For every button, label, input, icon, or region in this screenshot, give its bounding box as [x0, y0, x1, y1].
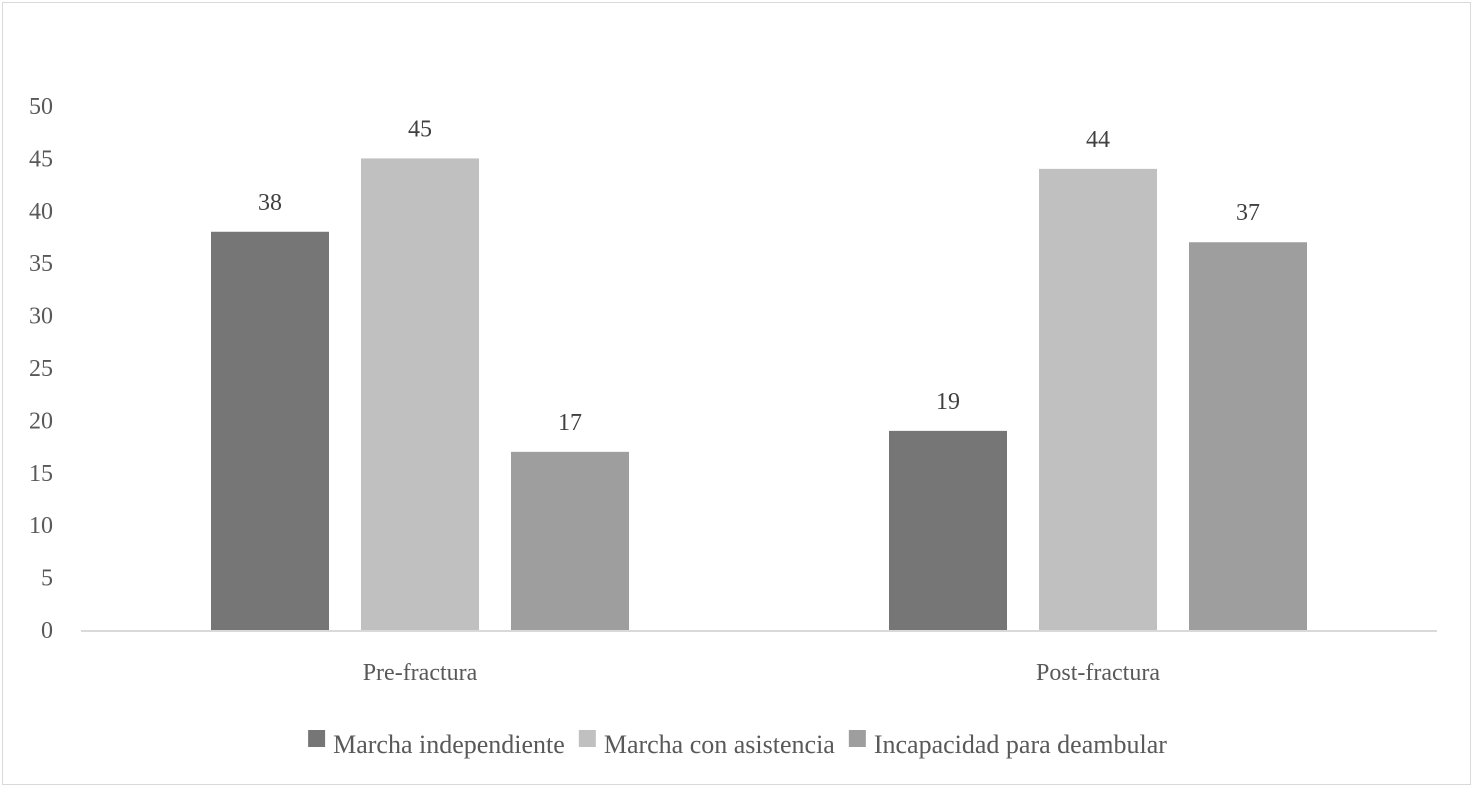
y-tick-label: 20 [29, 408, 53, 434]
bar [1039, 168, 1157, 630]
y-tick-label: 45 [29, 146, 53, 172]
y-axis-ticks: 0 5 10 15 20 25 30 35 40 45 50 [29, 94, 53, 644]
legend-swatch [848, 730, 866, 747]
legend-label: Marcha con asistencia [604, 730, 835, 759]
bar [211, 231, 329, 630]
x-category-label: Pre-fractura [363, 660, 478, 686]
legend-item: Marcha independiente [308, 730, 565, 759]
bar [1189, 242, 1307, 631]
y-tick-label: 25 [29, 356, 53, 382]
data-label: 45 [408, 116, 432, 142]
data-label: 17 [558, 410, 582, 436]
data-label: 19 [936, 389, 960, 415]
data-labels: 38 45 17 19 44 37 [258, 116, 1260, 435]
legend-item: Incapacidad para deambular [848, 730, 1167, 759]
bar [511, 451, 629, 630]
category-labels: Pre-fractura Post-fractura [363, 660, 1161, 686]
y-tick-label: 35 [29, 251, 53, 277]
y-tick-label: 10 [29, 513, 53, 539]
data-label: 44 [1086, 127, 1110, 153]
bar [361, 158, 479, 630]
bar-chart: 0 5 10 15 20 25 30 35 40 45 50 38 45 17 19 44 37 Pre-fr… [29, 94, 1437, 759]
data-label: 38 [258, 190, 282, 216]
legend-label: Marcha independiente [333, 730, 565, 759]
legend-swatch [308, 730, 326, 747]
y-tick-label: 0 [41, 618, 53, 644]
y-tick-label: 30 [29, 304, 53, 330]
y-tick-label: 5 [41, 566, 53, 592]
y-tick-label: 40 [29, 199, 53, 225]
data-label: 37 [1236, 200, 1260, 226]
legend-swatch [578, 730, 596, 747]
y-tick-label: 15 [29, 461, 53, 487]
legend-item: Marcha con asistencia [578, 730, 835, 759]
bars [211, 158, 1307, 631]
x-category-label: Post-fractura [1036, 660, 1160, 686]
y-tick-label: 50 [29, 94, 53, 120]
legend: Marcha independiente Marcha con asistenci… [308, 730, 1167, 759]
legend-label: Incapacidad para deambular [874, 730, 1167, 759]
bar [889, 430, 1007, 630]
